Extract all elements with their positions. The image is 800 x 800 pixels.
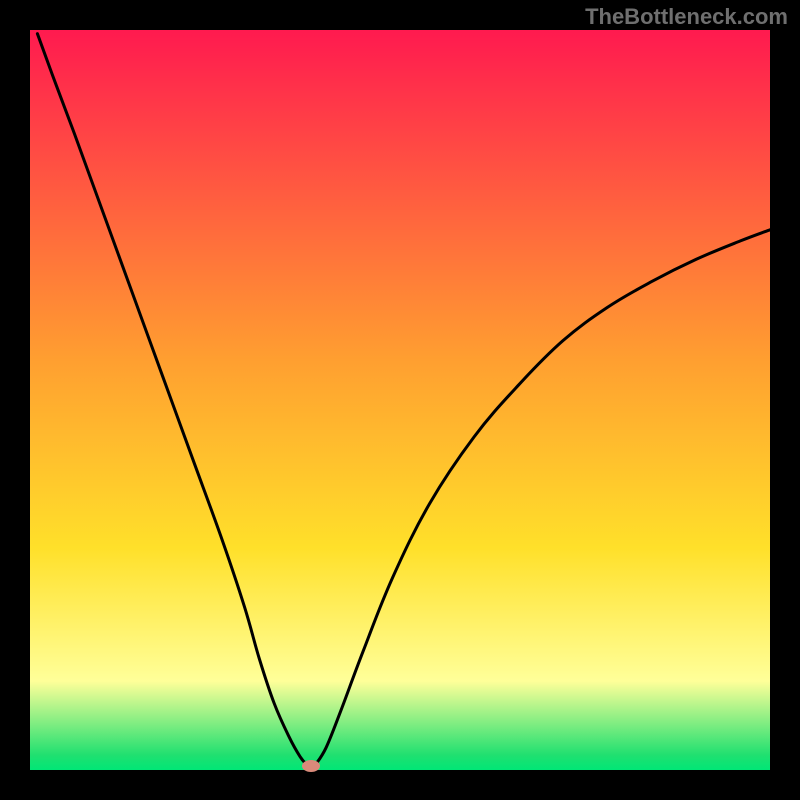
left-branch-path [37, 34, 307, 766]
min-marker [302, 760, 320, 772]
plot-area [30, 30, 770, 770]
curve-layer [30, 30, 770, 770]
right-branch-path [315, 230, 770, 766]
watermark-text: TheBottleneck.com [585, 4, 788, 30]
